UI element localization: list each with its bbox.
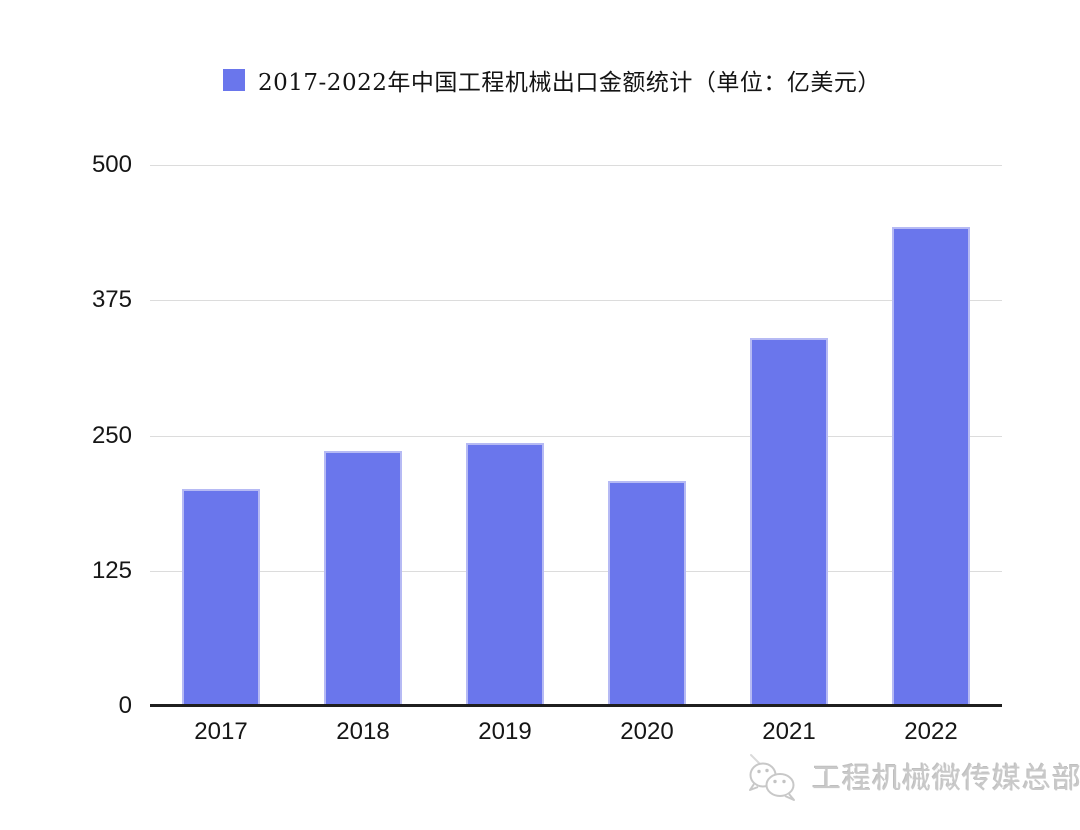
wechat-icon [749,754,795,801]
x-label-2018: 2018 [336,718,390,745]
gridline-375 [150,300,1002,301]
chart-title: 2017-2022年中国工程机械出口金额统计（单位：亿美元） [258,70,881,96]
x-label-2019: 2019 [478,718,532,745]
x-axis-line [150,704,1002,707]
gridline-250 [150,436,1002,437]
x-label-2017: 2017 [194,718,248,745]
x-label-2021: 2021 [762,718,816,745]
x-label-2020: 2020 [620,718,674,745]
watermark: 工程机械微传媒总部 [742,748,1080,804]
bar-2019 [466,443,544,706]
plot-area: 2017 2018 2019 2020 2021 2022 [150,165,1002,745]
y-tick-250: 250 [91,422,132,449]
watermark-text: 工程机械微传媒总部 [812,763,1080,795]
y-tick-0: 0 [118,692,132,719]
x-label-2022: 2022 [904,718,958,745]
gridline-500 [150,165,1002,166]
y-tick-500: 500 [91,151,132,178]
y-tick-375: 375 [91,286,132,313]
bar-2018 [324,451,402,706]
legend-swatch [223,69,245,91]
chart-legend: 2017-2022年中国工程机械出口金额统计（单位：亿美元） [223,63,881,97]
bar-2022 [892,227,970,706]
y-tick-125: 125 [91,557,132,584]
gridline-125 [150,571,1002,572]
bar-2017 [182,489,260,706]
bar-2020 [608,481,686,706]
bar-2021 [750,338,828,706]
